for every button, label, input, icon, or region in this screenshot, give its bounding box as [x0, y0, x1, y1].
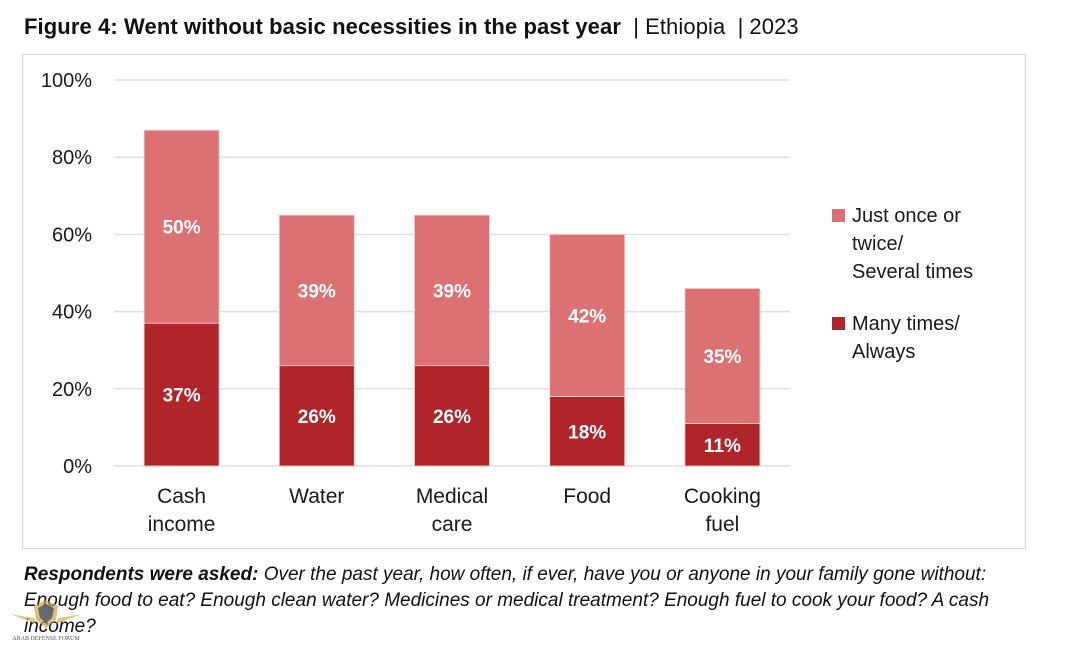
bar-segment [549, 396, 626, 467]
data-label: 26% [433, 407, 471, 428]
bar-segment [143, 129, 220, 324]
y-axis-ticks: 0% 20% 40% 60% 80% 100% [41, 70, 92, 478]
data-label: 35% [703, 347, 741, 368]
data-label: 50% [163, 218, 201, 239]
bar-segment [278, 214, 355, 367]
x-tick-label: fuel [705, 513, 739, 536]
y-tick-label: 80% [52, 147, 92, 169]
legend-label-line: Many times/ [852, 313, 960, 335]
title-separator: | [737, 14, 744, 39]
x-tick-label: Medical [416, 485, 488, 508]
data-label: 18% [568, 422, 606, 443]
legend-label-frequent: Many times/Always [852, 310, 1032, 366]
title-main: Figure 4: Went without basic necessities… [24, 14, 622, 39]
legend-swatch-frequent [832, 317, 845, 330]
data-label: 39% [433, 281, 471, 302]
bar-segment [549, 233, 626, 397]
x-tick-label: income [148, 513, 216, 536]
data-label: 42% [568, 306, 606, 327]
legend-label-line: twice/ [852, 233, 904, 255]
x-tick-label: Cash [157, 485, 206, 508]
x-tick-label: care [432, 513, 473, 536]
x-tick-label: Cooking [684, 485, 761, 508]
y-tick-label: 0% [63, 456, 92, 478]
y-tick-label: 100% [41, 70, 92, 92]
footnote-lead: Respondents were asked: [24, 564, 259, 585]
watermark-text: ARAB DEFENSE FORUM [12, 636, 80, 642]
footnote-question: Over the past year, how often, if ever, … [24, 564, 990, 637]
title-country: Ethiopia [645, 14, 726, 39]
x-axis-ticks: Cash income Water Medical care Food Cooking fue… [148, 485, 761, 536]
figure-title: Figure 4: Went without basic necessities… [24, 14, 799, 40]
legend-swatch-occasional [832, 209, 845, 222]
watermark-logo-icon: ARAB DEFENSE FORUM [10, 600, 82, 642]
bar-segment [414, 214, 490, 367]
title-year: 2023 [749, 14, 799, 39]
x-tick-label: Water [289, 485, 344, 508]
legend: Just once or twice/Several times Many tim… [832, 202, 1032, 366]
bar-segment [684, 288, 761, 424]
bar-segment [278, 365, 355, 467]
bar-segment [143, 322, 220, 467]
legend-label-line: Just once or [852, 205, 961, 227]
footnote: Respondents were asked: Over the past ye… [24, 562, 1024, 640]
bar-segment [684, 423, 761, 467]
y-tick-label: 40% [52, 302, 92, 324]
legend-item-frequent: Many times/Always [832, 310, 1032, 366]
data-label: 26% [298, 407, 336, 428]
legend-label-line: Always [852, 341, 916, 363]
y-tick-label: 60% [52, 224, 92, 246]
legend-label-line: Several times [852, 261, 974, 283]
x-tick-label: Food [563, 485, 611, 508]
title-separator: | [633, 14, 640, 39]
data-label: 37% [163, 386, 201, 407]
legend-item-occasional: Just once or twice/Several times [832, 202, 1032, 286]
bar-segment [414, 365, 490, 467]
data-label: 11% [704, 436, 741, 457]
chart-frame [22, 54, 1026, 549]
legend-label-occasional: Just once or twice/Several times [852, 202, 1032, 286]
bars: 37% 50% 26% 39% 26% 39% 18% 42% 11% 35% [143, 129, 761, 467]
y-tick-label: 20% [52, 379, 92, 401]
data-label: 39% [298, 281, 336, 302]
